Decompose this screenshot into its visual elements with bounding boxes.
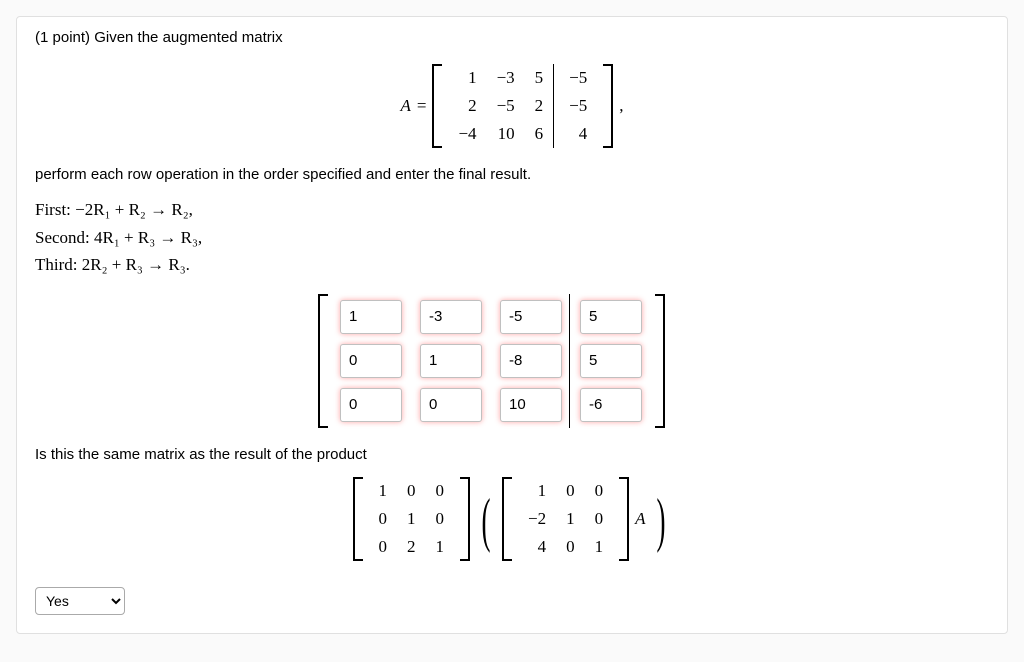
a-cell: 4 [553, 120, 597, 148]
aug-divider [569, 294, 570, 428]
a-cell: −5 [553, 64, 597, 92]
answer-cell-1-0[interactable] [340, 344, 402, 378]
yesno-select[interactable]: Yes No [35, 587, 125, 615]
question-container: (1 point) Given the augmented matrix A =… [16, 16, 1008, 634]
answer-cell-2-1[interactable] [420, 388, 482, 422]
left-bracket [353, 477, 363, 561]
left-bracket [502, 477, 512, 561]
row-ops-list: First: −2R₁ + R₂ → R₂, Second: 4R₁ + R₃ … [35, 197, 989, 278]
row-op-second: Second: 4R₁ + R₃ → R₃, [35, 225, 989, 251]
matrix-a: 1 −3 5 −5 2 −5 2 −5 −4 10 6 [448, 64, 597, 148]
answer-cell-0-0[interactable] [340, 300, 402, 334]
right-bracket [653, 294, 665, 428]
a-cell: −4 [448, 120, 486, 148]
answer-cell-1-3[interactable] [580, 344, 642, 378]
yesno-block: Yes No [35, 587, 989, 615]
answer-cell-0-1[interactable] [420, 300, 482, 334]
right-bracket [619, 477, 629, 561]
answer-cell-0-3[interactable] [580, 300, 642, 334]
equals-sign: = [417, 96, 427, 116]
answer-cell-0-2[interactable] [500, 300, 562, 334]
left-bracket [432, 64, 442, 148]
a-cell: −5 [553, 92, 597, 120]
product-m2: 100 −210 401 [518, 477, 613, 561]
a-cell: 10 [487, 120, 525, 148]
row-op-third: Third: 2R₂ + R₃ → R₃. [35, 252, 989, 278]
answer-matrix-grid [340, 300, 642, 422]
product-var: A [635, 509, 645, 529]
answer-cell-2-2[interactable] [500, 388, 562, 422]
a-cell: 2 [448, 92, 486, 120]
answer-matrix-block [35, 300, 989, 422]
a-cell: 1 [448, 64, 486, 92]
product-display: 100 010 021 ( 100 −210 401 A ) [35, 477, 989, 565]
answer-cell-1-1[interactable] [420, 344, 482, 378]
trailing-comma: , [619, 96, 623, 116]
right-bracket [603, 64, 613, 148]
points-prompt: (1 point) Given the augmented matrix [35, 29, 989, 46]
row-op-first: First: −2R₁ + R₂ → R₂, [35, 197, 989, 223]
product-m1: 100 010 021 [369, 477, 455, 561]
a-cell: 5 [525, 64, 554, 92]
product-prompt: Is this the same matrix as the result of… [35, 446, 989, 463]
a-cell: 6 [525, 120, 554, 148]
a-cell: −5 [487, 92, 525, 120]
matrix-a-display: A = 1 −3 5 −5 2 −5 2 −5 [35, 64, 989, 148]
answer-cell-2-3[interactable] [580, 388, 642, 422]
left-bracket [318, 294, 330, 428]
perform-text: perform each row operation in the order … [35, 166, 989, 183]
a-cell: 2 [525, 92, 554, 120]
matrix-var-label: A [400, 96, 410, 116]
a-cell: −3 [487, 64, 525, 92]
answer-cell-2-0[interactable] [340, 388, 402, 422]
right-bracket [460, 477, 470, 561]
answer-cell-1-2[interactable] [500, 344, 562, 378]
